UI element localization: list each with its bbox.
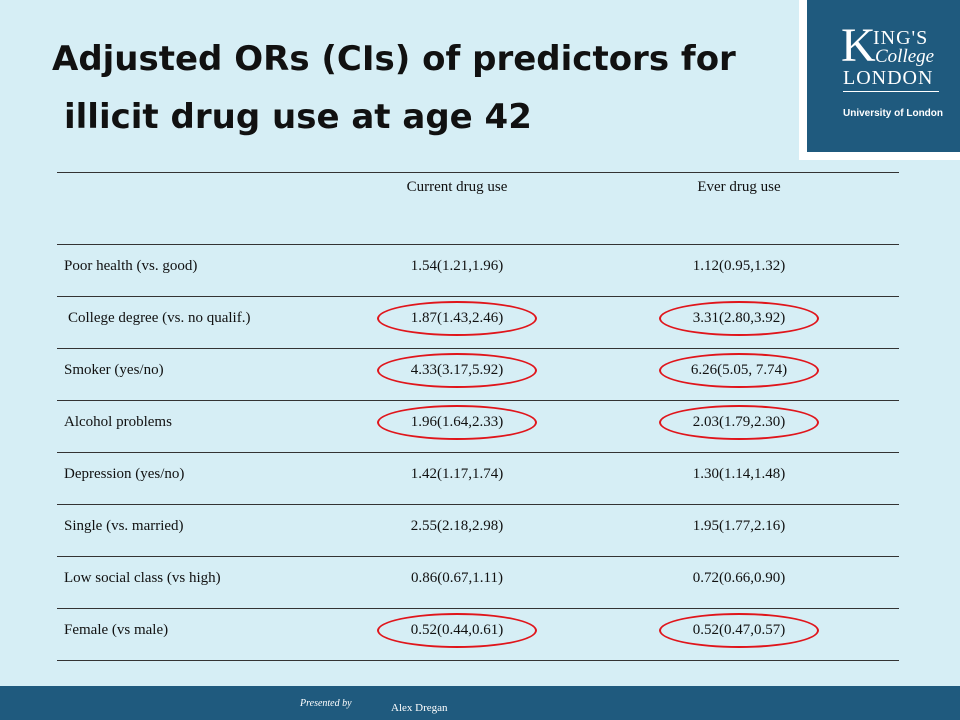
current-cell: 1.54(1.21,1.96) — [410, 258, 504, 274]
table-row: Smoker (yes/no) 4.33(3.17,5.92) 6.26(5.0… — [57, 348, 899, 400]
slide-title: Adjusted ORs (CIs) of predictors for ill… — [52, 30, 772, 146]
presented-by-label: Presented by — [300, 698, 352, 709]
ever-cell: 1.12(0.95,1.32) — [692, 258, 786, 274]
ever-cell-circled: 6.26(5.05, 7.74) — [659, 353, 819, 388]
predictor-cell: College degree (vs. no qualif.) — [68, 310, 251, 326]
current-cell-circled: 0.52(0.44,0.61) — [377, 613, 537, 648]
logo-london: LONDON — [843, 67, 934, 89]
predictor-cell: Smoker (yes/no) — [64, 362, 164, 378]
table-row: Low social class (vs high) 0.86(0.67,1.1… — [57, 556, 899, 608]
current-cell-circled: 1.96(1.64,2.33) — [377, 405, 537, 440]
kings-college-logo: K ING'S College LONDON University of Lon… — [807, 0, 960, 152]
logo-k: K — [841, 19, 876, 72]
ever-cell: 1.30(1.14,1.48) — [692, 466, 786, 482]
current-cell: 1.42(1.17,1.74) — [410, 466, 504, 482]
footer-bar: Presented by Alex Dregan — [0, 686, 960, 720]
predictor-cell: Alcohol problems — [64, 414, 172, 430]
ever-cell-circled: 2.03(1.79,2.30) — [659, 405, 819, 440]
header-ever-drug-use: Ever drug use — [697, 179, 781, 195]
table-header-row: Current drug use Ever drug use — [57, 172, 899, 244]
predictor-cell: Low social class (vs high) — [64, 570, 221, 586]
table-row: Poor health (vs. good) 1.54(1.21,1.96) 1… — [57, 244, 899, 296]
table-row: College degree (vs. no qualif.) 1.87(1.4… — [57, 296, 899, 348]
current-cell-circled: 4.33(3.17,5.92) — [377, 353, 537, 388]
current-cell: 2.55(2.18,2.98) — [410, 518, 504, 534]
ever-cell: 0.72(0.66,0.90) — [692, 570, 786, 586]
logo-divider — [843, 91, 939, 92]
ever-cell-circled: 3.31(2.80,3.92) — [659, 301, 819, 336]
table-row: Depression (yes/no) 1.42(1.17,1.74) 1.30… — [57, 452, 899, 504]
predictor-cell: Single (vs. married) — [64, 518, 184, 534]
title-line-2: illicit drug use at age 42 — [64, 97, 532, 137]
ever-cell: 1.95(1.77,2.16) — [692, 518, 786, 534]
predictor-cell: Poor health (vs. good) — [64, 258, 198, 274]
logo-university: University of London — [843, 108, 943, 119]
current-cell: 0.86(0.67,1.11) — [411, 570, 503, 586]
table-row: Single (vs. married) 2.55(2.18,2.98) 1.9… — [57, 504, 899, 556]
table-row: Alcohol problems 1.96(1.64,2.33) 2.03(1.… — [57, 400, 899, 452]
logo-ings: ING'S — [873, 27, 929, 49]
table-row: Female (vs male) 0.52(0.44,0.61) 0.52(0.… — [57, 608, 899, 661]
title-line-1: Adjusted ORs (CIs) of predictors for — [52, 39, 736, 79]
logo-frame: K ING'S College LONDON University of Lon… — [799, 0, 960, 160]
ever-cell-circled: 0.52(0.47,0.57) — [659, 613, 819, 648]
presenter-name: Alex Dregan — [391, 702, 448, 714]
odds-ratio-table: Current drug use Ever drug use Poor heal… — [57, 172, 899, 661]
predictor-cell: Depression (yes/no) — [64, 466, 185, 482]
header-current-drug-use: Current drug use — [406, 179, 508, 195]
logo-college: College — [875, 46, 935, 67]
current-cell-circled: 1.87(1.43,2.46) — [377, 301, 537, 336]
predictor-cell: Female (vs male) — [64, 622, 169, 638]
